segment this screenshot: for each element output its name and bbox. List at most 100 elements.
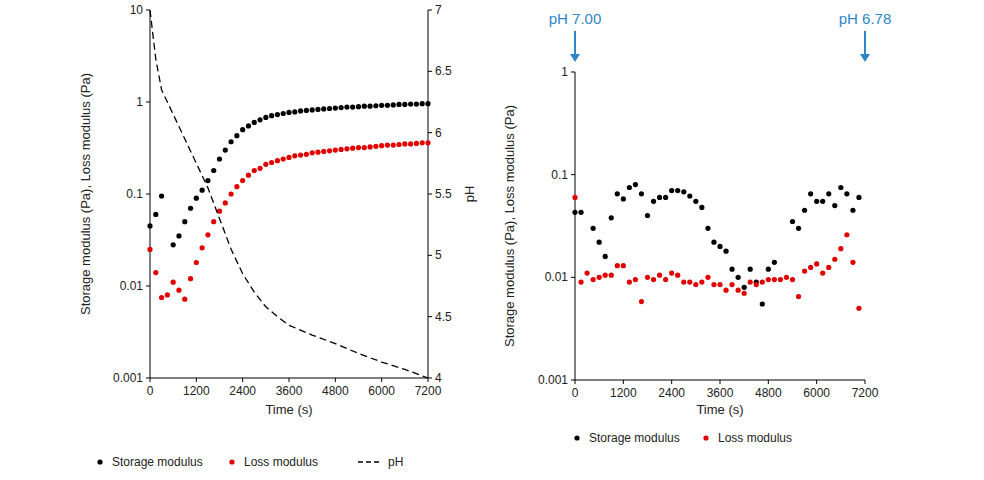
point [252, 120, 257, 125]
point [572, 210, 577, 215]
x-tick [289, 378, 290, 382]
point [275, 112, 280, 117]
point [772, 277, 777, 282]
y2-tick [428, 132, 432, 133]
point [240, 178, 245, 183]
annotation: pH 7.00 [549, 10, 602, 27]
point [211, 168, 216, 173]
point [321, 106, 326, 111]
point [292, 109, 297, 114]
point [784, 275, 789, 280]
point [228, 191, 233, 196]
x-tick-label: 2400 [658, 386, 685, 400]
point [194, 260, 199, 265]
y2-tick [428, 10, 432, 11]
point [748, 279, 753, 284]
x-tick [196, 378, 197, 382]
y-tick [146, 194, 150, 195]
point [344, 105, 349, 110]
y2-tick-label: 7 [435, 3, 442, 17]
x-tick [720, 380, 721, 384]
point [669, 270, 674, 275]
point [736, 288, 741, 293]
point [736, 275, 741, 280]
point [584, 270, 589, 275]
point [182, 219, 187, 224]
point [350, 105, 355, 110]
point [591, 277, 596, 282]
y2-tick [428, 194, 432, 195]
point [257, 117, 262, 122]
x-tick-label: 6000 [803, 386, 830, 400]
point [729, 267, 734, 272]
y-tick [146, 378, 150, 379]
y2-tick-label: 4.5 [435, 310, 452, 324]
x-tick [816, 380, 817, 384]
point [578, 210, 583, 215]
point [327, 106, 332, 111]
point [339, 105, 344, 110]
point [591, 226, 596, 231]
point [717, 282, 722, 287]
x-tick-label: 3600 [276, 384, 303, 398]
point [760, 279, 765, 284]
point [153, 270, 158, 275]
point [188, 276, 193, 281]
point [228, 139, 233, 144]
point [171, 280, 176, 285]
point [772, 260, 777, 265]
point [391, 102, 396, 107]
point [790, 277, 795, 282]
point [675, 273, 680, 278]
legend-label: Storage modulus [112, 455, 203, 469]
point [754, 282, 759, 287]
y2-tick-label: 6.5 [435, 64, 452, 78]
point [234, 184, 239, 189]
point [379, 103, 384, 108]
point [188, 206, 193, 211]
point [205, 178, 210, 183]
point [396, 142, 401, 147]
x-tick-label: 3600 [707, 386, 734, 400]
point [742, 285, 747, 290]
point [350, 146, 355, 151]
legend-label: Storage modulus [589, 431, 680, 445]
point [609, 215, 614, 220]
point [705, 226, 710, 231]
point [627, 185, 632, 190]
point [391, 143, 396, 148]
point [286, 110, 291, 115]
y-tick-label: 0.1 [126, 187, 143, 201]
x-tick [575, 380, 576, 384]
x-tick [150, 378, 151, 382]
point [832, 203, 837, 208]
point [609, 273, 614, 278]
x-tick [768, 380, 769, 384]
point [420, 101, 425, 106]
point [633, 182, 638, 187]
y-axis [575, 72, 576, 380]
point [760, 301, 765, 306]
point [693, 282, 698, 287]
annotation-arrow [574, 31, 576, 56]
y-tick [146, 286, 150, 287]
point [194, 196, 199, 201]
legend-label: Loss modulus [718, 431, 792, 445]
point [217, 156, 222, 161]
y-tick-label: 1 [136, 95, 143, 109]
point [367, 144, 372, 149]
point [645, 275, 650, 280]
point [621, 196, 626, 201]
point [396, 102, 401, 107]
point [362, 104, 367, 109]
figure: 01200240036004800600072000.0010.010.1110… [0, 0, 984, 480]
point [578, 279, 583, 284]
y-tick-label: 10 [130, 3, 144, 17]
point [856, 306, 861, 311]
point [356, 104, 361, 109]
point [298, 152, 303, 157]
point [373, 144, 378, 149]
point [645, 213, 650, 218]
legend-swatch [358, 461, 382, 462]
point [252, 168, 257, 173]
